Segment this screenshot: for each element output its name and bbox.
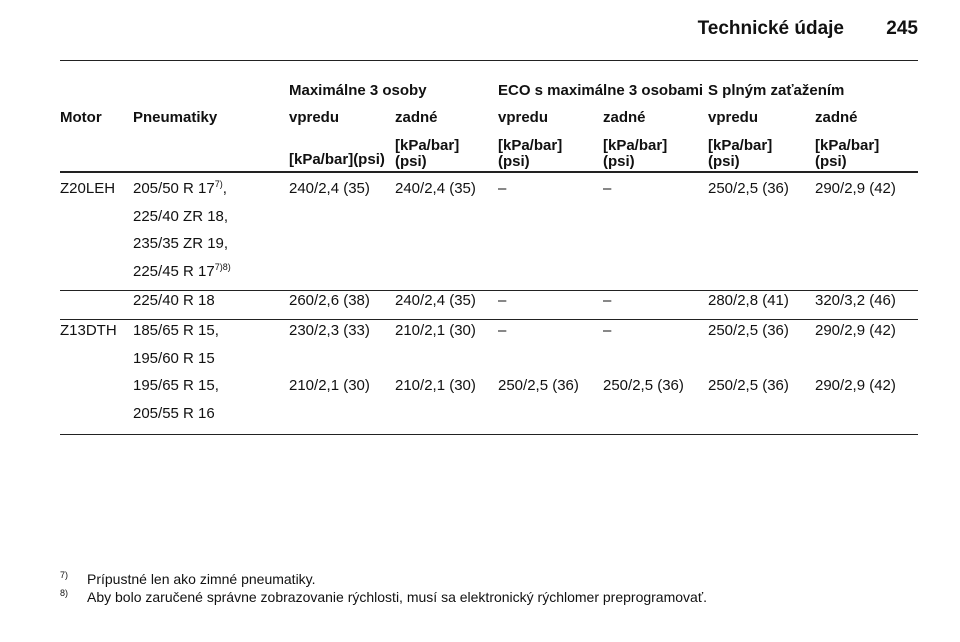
tire-size: 195/65 R 15, [133, 378, 219, 394]
rule [60, 171, 918, 173]
pressure: 210/2,1 (30) [395, 322, 476, 339]
rule [60, 60, 918, 61]
unit-header: [kPa/bar](psi) [289, 151, 385, 168]
column-header: zadné [815, 109, 858, 126]
pressure: 240/2,4 (35) [395, 292, 476, 309]
pressure: 240/2,4 (35) [395, 180, 476, 197]
tire-text: 205/55 R 16 [133, 404, 215, 422]
pressure: 210/2,1 (30) [289, 377, 370, 394]
column-header: Pneumatiky [133, 109, 218, 126]
tire-text: 225/40 R 18 [133, 292, 215, 309]
tire-text: 195/65 R 15, [133, 377, 219, 394]
footnote-text: Aby bolo zaručené správne zobrazovanie r… [87, 589, 707, 605]
footnote-mark: 7) [60, 570, 69, 580]
column-header: zadné [395, 109, 438, 126]
tire-text: 225/45 R 17 [133, 262, 215, 280]
tire-size: 225/45 R 177)8) [133, 261, 231, 280]
pressure: 250/2,5 (36) [708, 322, 789, 339]
group-header: Maximálne 3 osoby [289, 82, 427, 99]
motor: Z20LEH [60, 180, 116, 197]
tire-size: 205/50 R 177), [133, 179, 227, 197]
pressure: 290/2,9 (42) [815, 377, 896, 394]
group-header: S plným zaťažením [708, 82, 845, 99]
tire-size: 185/65 R 15, [133, 323, 219, 339]
rule [60, 290, 918, 291]
column-header: vpredu [289, 109, 340, 126]
pressure: 240/2,4 (35) [289, 180, 370, 197]
pressure: 290/2,9 (42) [815, 180, 896, 197]
pressure: – [603, 180, 612, 197]
rule [60, 319, 918, 320]
pressure: – [603, 292, 612, 309]
column-header: zadné [603, 109, 646, 126]
pressure: – [498, 322, 507, 339]
unit-header: [kPa/bar] (psi) [498, 137, 563, 170]
pressure: 250/2,5 (36) [603, 377, 684, 394]
tire-text: 205/50 R 17 [133, 180, 215, 197]
pressure: 250/2,5 (36) [708, 377, 789, 394]
page-number: 245 [886, 18, 918, 39]
page-title: Technické údaje [697, 18, 844, 39]
tire-text: 195/60 R 15 [133, 349, 215, 367]
pressure: – [603, 322, 612, 339]
pressure: – [498, 180, 507, 197]
tire-text: 235/35 ZR 19, [133, 235, 229, 252]
pressure: 260/2,6 (38) [289, 292, 370, 309]
tire-size: 225/40 ZR 18, [133, 207, 229, 225]
pressure: – [498, 292, 507, 309]
pressure: 290/2,9 (42) [815, 322, 896, 339]
tire-size: 205/55 R 16 [133, 404, 215, 422]
tire-size: 225/40 R 18 [133, 293, 215, 309]
note-mark: 7) [214, 179, 223, 189]
pressure: 280/2,8 (41) [708, 292, 789, 309]
tire-size: 235/35 ZR 19, [133, 236, 228, 252]
unit-header: [kPa/bar] (psi) [603, 137, 668, 170]
note-mark: 7)8) [214, 261, 231, 272]
footnote-mark: 8) [60, 588, 69, 598]
tire-text: 185/65 R 15, [133, 322, 219, 339]
tire-size: 195/60 R 15 [133, 349, 215, 367]
pressure: 230/2,3 (33) [289, 322, 370, 339]
footnote-text: Prípustné len ako zimné pneumatiky. [87, 571, 316, 587]
rule [60, 434, 918, 435]
column-header: Motor [60, 109, 102, 126]
column-header: vpredu [498, 109, 549, 126]
tire-text: 225/40 ZR 18, [133, 207, 229, 225]
pressure: 250/2,5 (36) [498, 377, 579, 394]
pressure: 210/2,1 (30) [395, 377, 476, 394]
tire-suffix: , [222, 180, 227, 197]
pressure: 250/2,5 (36) [708, 180, 789, 197]
pressure: 320/3,2 (46) [815, 292, 896, 309]
motor: Z13DTH [60, 322, 117, 339]
column-header: vpredu [708, 109, 759, 126]
unit-header: [kPa/bar] (psi) [708, 137, 773, 170]
group-header: ECO s maximálne 3 osobami [498, 82, 704, 99]
unit-header: [kPa/bar] (psi) [815, 137, 880, 170]
unit-header: [kPa/bar] (psi) [395, 137, 460, 170]
